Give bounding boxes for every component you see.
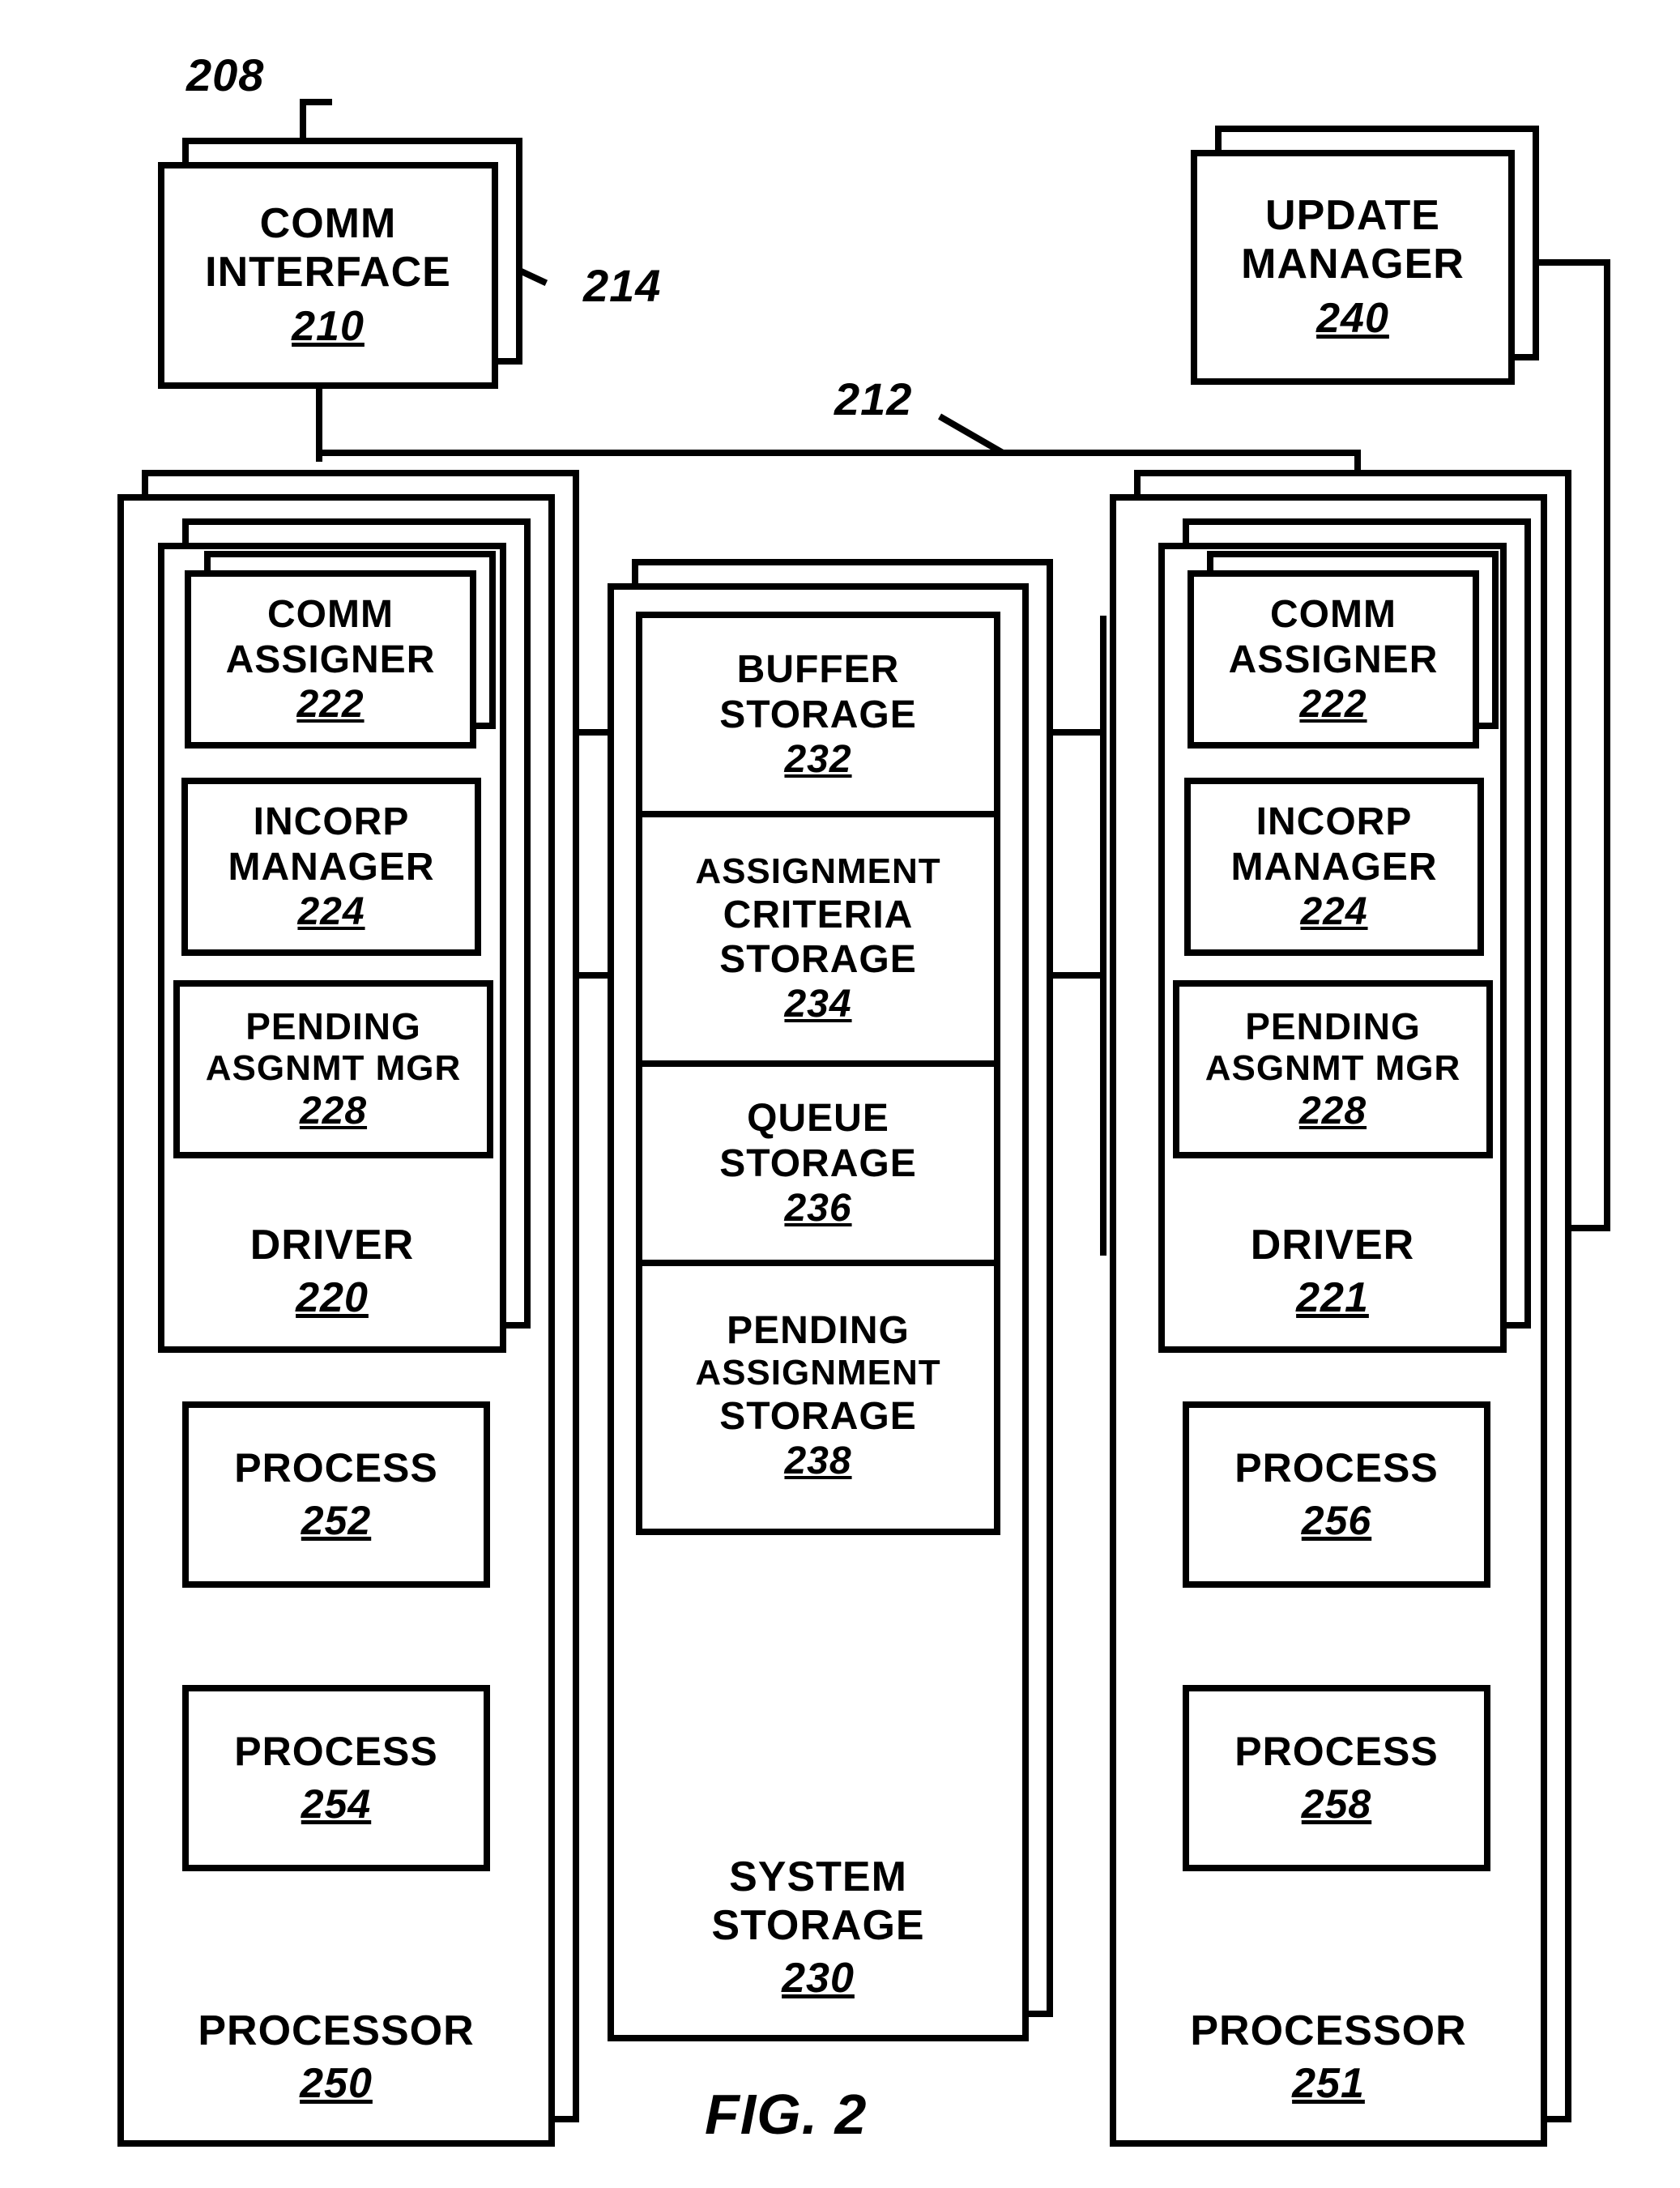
left-comm-assigner-box: COMM ASSIGNER 222 bbox=[185, 570, 476, 749]
right-comm-assigner-l1: COMM bbox=[1270, 592, 1396, 637]
right-comm-assigner-ref: 222 bbox=[1299, 682, 1367, 727]
storage-queue-ref: 236 bbox=[784, 1186, 851, 1230]
storage-queue-l2: STORAGE bbox=[719, 1141, 916, 1186]
left-processor-ref: 250 bbox=[300, 2059, 373, 2108]
storage-pending-l1: PENDING bbox=[727, 1308, 910, 1353]
bus-212 bbox=[316, 450, 1361, 456]
right-process2-box: PROCESS 258 bbox=[1183, 1685, 1490, 1871]
leader-208h bbox=[300, 99, 332, 105]
um-right-drop bbox=[1604, 259, 1610, 1231]
storage-pending-ref: 238 bbox=[784, 1439, 851, 1483]
ref-208: 208 bbox=[186, 49, 264, 101]
storage-buffer-l1: BUFFER bbox=[737, 647, 900, 692]
left-pending-box: PENDING ASGNMT MGR 228 bbox=[173, 980, 493, 1158]
ref-212: 212 bbox=[834, 373, 912, 425]
left-process1-box: PROCESS 252 bbox=[182, 1401, 490, 1588]
storage-criteria-l1: ASSIGNMENT bbox=[695, 851, 940, 893]
storage-title-ref: 230 bbox=[782, 1954, 855, 2002]
ref-212-text: 212 bbox=[834, 373, 912, 424]
right-process1-box: PROCESS 256 bbox=[1183, 1401, 1490, 1588]
storage-pending-l3: STORAGE bbox=[719, 1394, 916, 1439]
update-manager-box: UPDATE MANAGER 240 bbox=[1191, 150, 1515, 385]
figure-text: FIG. 2 bbox=[705, 2083, 867, 2146]
update-manager-l2: MANAGER bbox=[1241, 241, 1465, 289]
storage-title-l2: STORAGE bbox=[711, 1902, 924, 1951]
storage-pending-l2: ASSIGNMENT bbox=[695, 1353, 940, 1394]
left-pending-l1: PENDING bbox=[245, 1005, 421, 1048]
left-incorp-ref: 224 bbox=[297, 889, 365, 934]
left-process2-label: PROCESS bbox=[234, 1729, 438, 1776]
right-driver-label: DRIVER bbox=[1251, 1222, 1414, 1270]
right-incorp-l1: INCORP bbox=[1256, 800, 1413, 844]
left-process2-box: PROCESS 254 bbox=[182, 1685, 490, 1871]
div-3 bbox=[642, 1260, 994, 1266]
left-incorp-l1: INCORP bbox=[254, 800, 410, 844]
left-incorp-box: INCORP MANAGER 224 bbox=[181, 778, 481, 956]
storage-buffer-ref: 232 bbox=[784, 737, 851, 782]
right-process2-label: PROCESS bbox=[1234, 1729, 1439, 1776]
rbus-1 bbox=[1100, 616, 1106, 1256]
update-manager-ref: 240 bbox=[1316, 294, 1389, 343]
right-pending-l2: ASGNMT MGR bbox=[1205, 1048, 1461, 1090]
left-pending-ref: 228 bbox=[300, 1089, 367, 1133]
storage-criteria-l3: STORAGE bbox=[719, 937, 916, 982]
div-1 bbox=[642, 811, 994, 817]
leader-208 bbox=[300, 105, 306, 138]
comm-interface-l1: COMM bbox=[260, 200, 397, 249]
storage-criteria-ref: 234 bbox=[784, 982, 851, 1026]
right-incorp-box: INCORP MANAGER 224 bbox=[1184, 778, 1484, 956]
rbus-to-storage-top bbox=[1045, 729, 1106, 736]
left-comm-assigner-l2: ASSIGNER bbox=[226, 638, 436, 682]
left-comm-assigner-l1: COMM bbox=[267, 592, 394, 637]
rbus-to-storage-mid bbox=[1045, 972, 1106, 979]
ref-214-text: 214 bbox=[583, 260, 661, 311]
left-comm-assigner-ref: 222 bbox=[296, 682, 364, 727]
left-process1-ref: 252 bbox=[301, 1497, 371, 1544]
right-pending-l1: PENDING bbox=[1245, 1005, 1421, 1048]
storage-queue: QUEUE STORAGE 236 bbox=[642, 1067, 994, 1260]
comm-interface-ref: 210 bbox=[292, 302, 365, 351]
right-process1-ref: 256 bbox=[1302, 1497, 1371, 1544]
right-comm-assigner-box: COMM ASSIGNER 222 bbox=[1188, 570, 1479, 749]
comm-interface-l2: INTERFACE bbox=[205, 249, 451, 297]
storage-criteria-l2: CRITERIA bbox=[723, 893, 914, 937]
comm-interface-box: COMM INTERFACE 210 bbox=[158, 162, 498, 389]
right-incorp-l2: MANAGER bbox=[1231, 845, 1438, 889]
left-processor-label: PROCESSOR bbox=[198, 2007, 474, 2056]
div-2 bbox=[642, 1060, 994, 1067]
figure-label: FIG. 2 bbox=[705, 2082, 867, 2147]
right-pending-ref: 228 bbox=[1299, 1089, 1367, 1133]
storage-inner: BUFFER STORAGE 232 ASSIGNMENT CRITERIA S… bbox=[636, 612, 1000, 1535]
right-processor-ref: 251 bbox=[1292, 2059, 1365, 2108]
right-incorp-ref: 224 bbox=[1300, 889, 1367, 934]
storage-buffer-l2: STORAGE bbox=[719, 693, 916, 737]
update-manager-l1: UPDATE bbox=[1265, 192, 1440, 241]
right-process2-ref: 258 bbox=[1302, 1781, 1371, 1828]
left-pending-l2: ASGNMT MGR bbox=[206, 1048, 462, 1090]
storage-criteria: ASSIGNMENT CRITERIA STORAGE 234 bbox=[642, 817, 994, 1060]
left-driver-label: DRIVER bbox=[250, 1222, 414, 1270]
right-processor-label: PROCESSOR bbox=[1190, 2007, 1466, 2056]
storage-buffer: BUFFER STORAGE 232 bbox=[642, 618, 994, 811]
ref-208-text: 208 bbox=[186, 49, 264, 100]
left-process1-label: PROCESS bbox=[234, 1445, 438, 1492]
left-driver-ref: 220 bbox=[296, 1273, 369, 1322]
right-driver-ref: 221 bbox=[1296, 1273, 1369, 1322]
right-comm-assigner-l2: ASSIGNER bbox=[1229, 638, 1439, 682]
left-incorp-l2: MANAGER bbox=[228, 845, 435, 889]
storage-pending: PENDING ASSIGNMENT STORAGE 238 bbox=[642, 1266, 994, 1525]
right-pending-box: PENDING ASGNMT MGR 228 bbox=[1173, 980, 1493, 1158]
right-process1-label: PROCESS bbox=[1234, 1445, 1439, 1492]
ref-214: 214 bbox=[583, 259, 661, 312]
storage-title-l1: SYSTEM bbox=[729, 1853, 907, 1902]
storage-queue-l1: QUEUE bbox=[747, 1096, 889, 1141]
left-process2-ref: 254 bbox=[301, 1781, 371, 1828]
